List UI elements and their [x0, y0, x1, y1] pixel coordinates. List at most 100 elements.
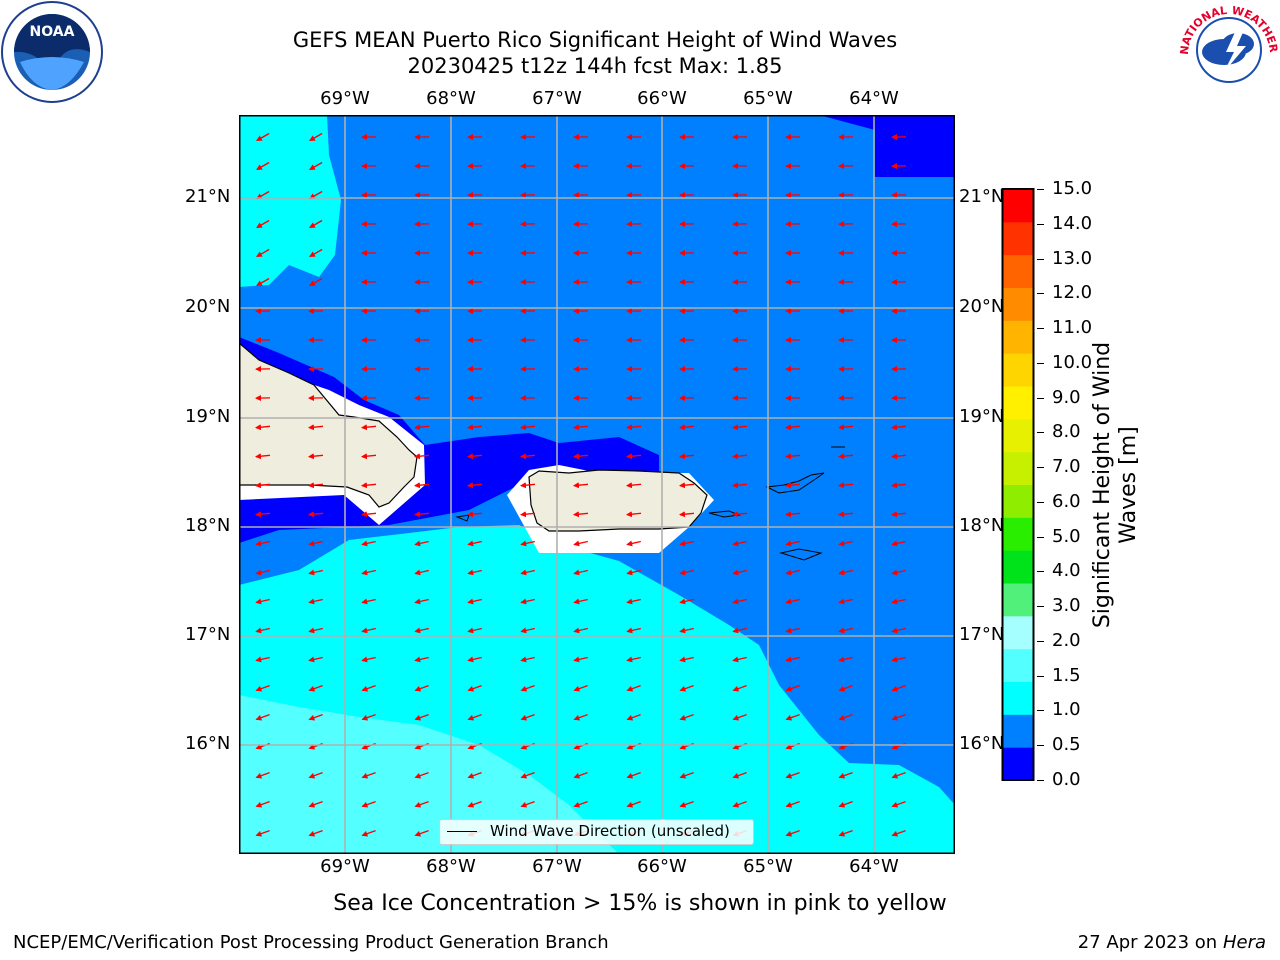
wave-direction-arrow: [414, 424, 430, 431]
wave-direction-arrow: [838, 511, 854, 518]
wave-direction-arrow: [255, 627, 270, 634]
wave-direction-arrow: [467, 424, 483, 431]
wave-direction-arrow: [255, 829, 270, 837]
wave-direction-arrow: [520, 627, 535, 634]
wave-direction-arrow: [838, 829, 853, 837]
island-vieques: [708, 510, 741, 518]
lat-label-left-18n: 18°N: [185, 515, 231, 536]
colorbar-tick: [1037, 780, 1044, 781]
wave-direction-arrow: [414, 627, 429, 634]
wave-direction-arrow: [520, 482, 536, 489]
wave-direction-arrow: [679, 656, 694, 663]
wave-direction-arrow: [414, 569, 429, 576]
colorbar-tick-label: 15.0: [1052, 178, 1093, 199]
wave-direction-arrow: [256, 132, 270, 142]
wave-direction-arrow: [626, 713, 641, 721]
wave-direction-arrow: [891, 511, 907, 518]
wave-direction-arrow: [361, 482, 377, 489]
wave-direction-arrow: [785, 829, 800, 837]
wave-field-ne: [819, 115, 955, 177]
wave-direction-arrow: [255, 540, 270, 547]
wave-direction-arrow: [309, 161, 323, 171]
chart-title: GEFS MEAN Puerto Rico Significant Height…: [292, 28, 898, 52]
island-mona: [455, 514, 470, 522]
wave-direction-arrow: [626, 684, 641, 692]
footer-date-text: 27 Apr 2023 on: [1077, 932, 1223, 953]
colorbar: [1001, 188, 1035, 781]
colorbar-segment: [1002, 681, 1034, 715]
wave-direction-arrow: [785, 684, 800, 692]
colorbar-segment: [1002, 615, 1034, 650]
wave-direction-arrow: [255, 569, 270, 576]
wave-direction-arrow: [414, 453, 430, 460]
wave-direction-arrow: [520, 771, 535, 779]
wave-direction-arrow: [785, 800, 800, 808]
wave-direction-arrow: [467, 453, 483, 460]
wave-direction-arrow: [785, 713, 800, 721]
wave-direction-arrow: [838, 684, 853, 692]
legend-label: Wind Wave Direction (unscaled): [490, 822, 730, 840]
colorbar-segment: [1002, 386, 1034, 420]
wave-direction-arrow: [626, 424, 642, 431]
wave-direction-arrow: [679, 598, 694, 605]
wave-direction-arrow: [361, 569, 376, 576]
lat-label-left-20n: 20°N: [185, 296, 231, 317]
wave-direction-arrow: [573, 656, 588, 663]
wave-direction-arrow: [626, 627, 641, 634]
map-panel: [239, 115, 955, 854]
wave-direction-arrow: [838, 540, 853, 547]
wave-direction-arrow: [255, 684, 270, 692]
lat-label-right-20n: 20°N: [959, 296, 1005, 317]
wave-direction-arrow: [732, 627, 747, 634]
lon-label-top-66w: 66°W: [637, 88, 687, 109]
lon-label-bottom-68w: 68°W: [426, 856, 476, 877]
colorbar-tick-label: 10.0: [1052, 351, 1093, 373]
wave-direction-arrow: [573, 627, 588, 634]
wave-direction-arrow: [520, 656, 535, 663]
colorbar-segment: [1002, 221, 1034, 256]
wave-direction-arrow: [573, 771, 588, 779]
noaa-logo: NOAA: [1, 1, 103, 103]
map-legend: Wind Wave Direction (unscaled): [439, 819, 754, 845]
colorbar-tick: [1037, 293, 1044, 295]
lon-label-bottom-69w: 69°W: [320, 856, 370, 877]
wave-direction-arrow: [467, 684, 482, 692]
wave-direction-arrow: [573, 482, 589, 489]
wave-direction-arrow: [308, 829, 323, 837]
colorbar-tick-label: 3.0: [1052, 595, 1081, 617]
wave-direction-arrow: [255, 771, 270, 779]
wave-direction-arrow: [891, 829, 906, 837]
wave-direction-arrow: [361, 453, 377, 460]
wave-direction-arrow: [838, 598, 853, 605]
wave-direction-arrow: [679, 684, 694, 692]
wave-direction-arrow: [308, 713, 323, 721]
wave-direction-arrow: [573, 598, 588, 605]
colorbar-segment: [1002, 484, 1034, 518]
wave-direction-arrow: [626, 656, 641, 663]
wave-direction-arrow: [626, 598, 641, 605]
colorbar-tick-label: 13.0: [1052, 247, 1093, 269]
wave-direction-arrow: [679, 569, 694, 576]
wave-direction-arrow: [838, 627, 853, 634]
colorbar-tick-label: 8.0: [1052, 421, 1081, 443]
colorbar-segment: [1002, 648, 1034, 682]
wave-direction-arrow: [467, 771, 482, 779]
wave-direction-arrow: [467, 800, 482, 808]
wave-direction-arrow: [573, 540, 588, 547]
wave-direction-arrow: [414, 829, 429, 837]
wave-direction-arrow: [414, 800, 429, 808]
nws-logo: NATIONAL WEATHER SERVICE: [1178, 0, 1280, 97]
wave-direction-arrow: [679, 800, 694, 808]
wave-direction-arrow: [520, 598, 535, 605]
wave-direction-arrow: [308, 598, 323, 605]
wave-direction-arrow: [626, 569, 641, 576]
wave-direction-arrow: [891, 453, 907, 460]
wave-direction-arrow: [361, 656, 376, 663]
wave-direction-arrow: [891, 482, 907, 489]
colorbar-segment: [1002, 517, 1034, 551]
wave-direction-arrow: [785, 656, 800, 663]
wave-direction-arrow: [414, 511, 430, 518]
wave-direction-arrow: [785, 771, 800, 779]
wave-direction-arrow: [467, 656, 482, 663]
colorbar-tick-label: 0.5: [1052, 734, 1081, 756]
